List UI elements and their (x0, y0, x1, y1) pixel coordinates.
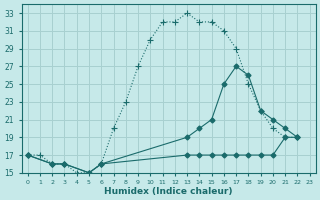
X-axis label: Humidex (Indice chaleur): Humidex (Indice chaleur) (104, 187, 233, 196)
